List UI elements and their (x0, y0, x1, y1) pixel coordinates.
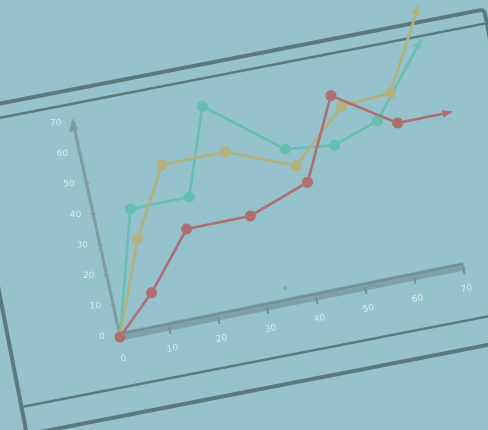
series-line (118, 5, 420, 338)
x-tick-mark (364, 286, 368, 295)
data-point (244, 210, 256, 222)
x-axis-line (119, 263, 464, 335)
x-tick-label: 30 (264, 323, 277, 335)
series-line (118, 38, 423, 338)
x-tick-label: 0 (120, 354, 128, 365)
data-point (301, 176, 313, 188)
stray-dot (283, 286, 287, 290)
y-tick-label: 60 (57, 149, 69, 159)
x-tick-mark (266, 306, 270, 315)
screen-bottom-rule (23, 305, 488, 408)
series-arrow-icon (412, 5, 420, 16)
x-tick-label: 60 (411, 293, 424, 305)
data-point (384, 87, 396, 99)
y-tick-label: 40 (70, 210, 82, 220)
x-tick-label: 40 (313, 313, 326, 325)
x-tick-mark (413, 276, 417, 285)
x-axis-ticks: 0 10 20 30 40 50 60 70 (120, 266, 473, 365)
data-point (156, 159, 168, 171)
x-tick-mark (462, 266, 466, 275)
y-tick-label: 20 (83, 271, 95, 281)
series-layer (114, 5, 452, 343)
y-tick-label: 10 (90, 302, 102, 312)
data-point (146, 287, 158, 299)
x-tick-label: 10 (166, 343, 179, 355)
screen-top-rule (0, 22, 486, 126)
data-point (392, 117, 404, 129)
y-axis-ticks: 0 10 20 30 40 50 60 70 (50, 119, 116, 342)
series-line (118, 94, 452, 338)
y-tick-label: 0 (99, 332, 105, 342)
x-axis: 0 10 20 30 40 50 60 70 (119, 262, 473, 365)
data-point (196, 100, 208, 112)
series-arrow-icon (441, 109, 452, 118)
data-point (329, 139, 341, 151)
y-tick-label: 30 (76, 241, 88, 251)
y-axis-line (71, 121, 122, 337)
data-point (181, 223, 193, 235)
data-point (114, 331, 126, 343)
data-point (372, 115, 384, 127)
series-arrow-icon (413, 39, 422, 50)
data-point (279, 143, 291, 155)
data-point (132, 233, 144, 245)
data-point (183, 191, 195, 203)
x-tick-mark (315, 296, 319, 305)
screen-outer-border (0, 8, 488, 430)
x-tick-label: 20 (215, 333, 228, 345)
data-point (220, 146, 232, 158)
y-tick-label: 70 (50, 119, 62, 129)
data-point (336, 100, 348, 112)
y-axis: 0 10 20 30 40 50 60 70 (50, 118, 122, 342)
x-tick-label: 50 (362, 303, 375, 315)
y-tick-label: 50 (63, 180, 75, 190)
x-tick-mark (168, 326, 172, 335)
data-point (325, 90, 337, 102)
x-tick-mark (217, 316, 221, 325)
screen-frame (0, 8, 488, 430)
data-point (124, 203, 136, 215)
data-point (290, 160, 302, 172)
y-axis-arrow-icon (69, 118, 78, 132)
x-tick-label: 70 (460, 283, 473, 295)
